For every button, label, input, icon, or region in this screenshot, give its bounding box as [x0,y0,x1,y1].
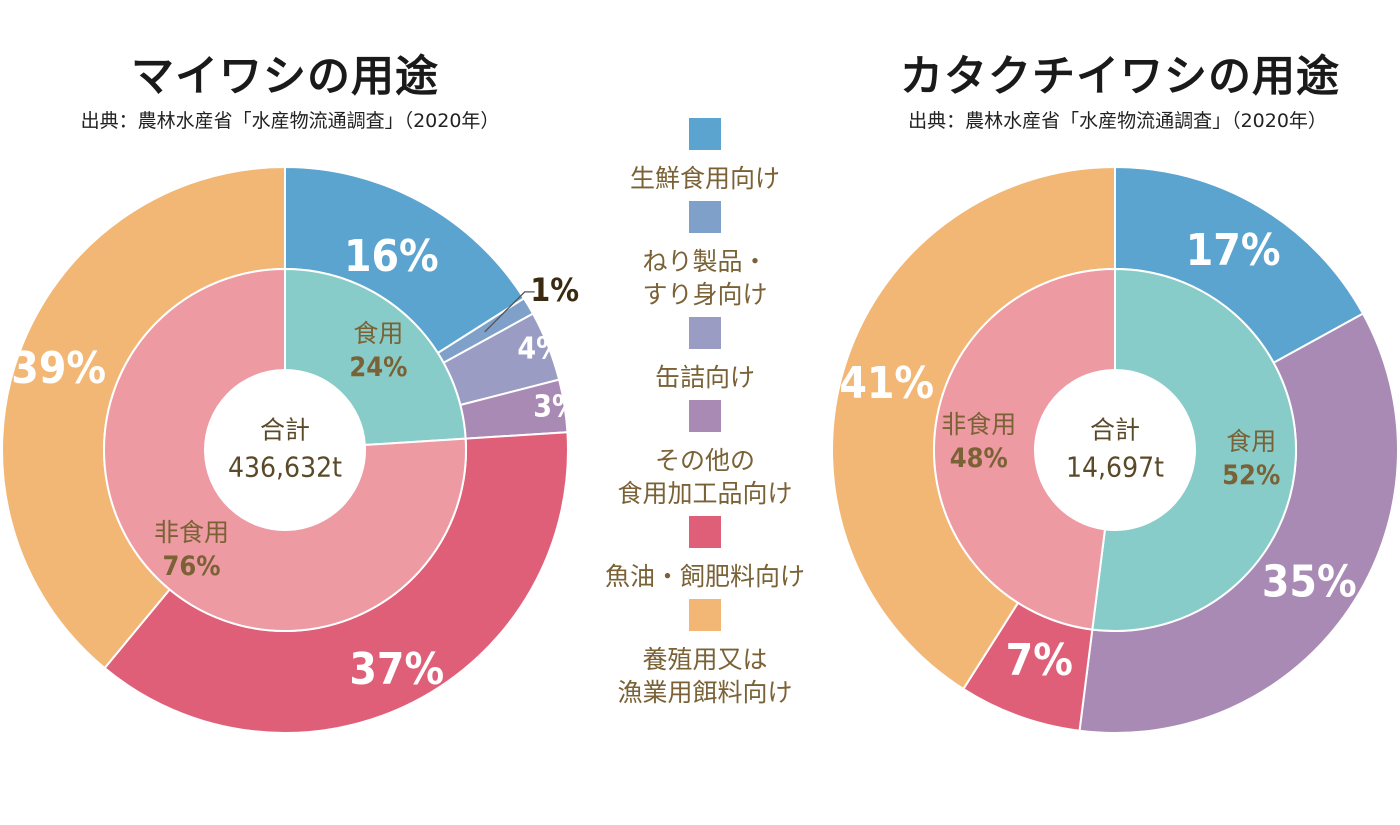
inner-label-1-nonfood_inner: 48% [950,443,1008,474]
legend-item-nerimono: ねり製品・ すり身向け [570,201,840,317]
center-label-top-1: 合計 [1090,416,1140,445]
legend-swatch-other_processed [689,400,721,432]
outer-label-0-fish_oil: 37% [349,644,444,695]
outer-label-0-fresh: 16% [344,231,439,282]
outer-label-1-other_processed: 35% [1262,557,1357,608]
legend-item-fish_oil: 魚油・飼肥料向け [570,516,840,599]
outer-label-1-fresh: 17% [1186,225,1281,276]
legend-label-canned: 缶詰向け [654,363,755,392]
legend-label-aquaculture: 養殖用又は 漁業用餌料向け [617,645,793,707]
center-hole-0 [205,370,365,530]
legend-swatch-nerimono [689,201,721,233]
legend-item-aquaculture: 養殖用又は 漁業用餌料向け [570,599,840,715]
legend-label-nerimono: ねり製品・ すり身向け [642,247,768,309]
outer-label-0-other_processed: 3% [533,390,579,425]
callout-line-0-nerimono [484,291,535,333]
legend-swatch-fresh [689,118,721,150]
inner-name-1-nonfood_inner: 非食用 [941,410,1016,439]
legend-label-fresh: 生鮮食用向け [629,164,780,193]
center-hole-1 [1035,370,1195,530]
legend-label-other_processed: その他の 食用加工品向け [617,446,793,508]
legend-label-fish_oil: 魚油・飼肥料向け [604,562,805,591]
inner-label-1-food_inner: 52% [1222,460,1280,491]
outer-label-1-aquaculture: 41% [839,358,934,409]
inner-label-0-food_inner: 24% [349,352,407,383]
inner-label-0-nonfood_inner: 76% [162,551,220,582]
inner-name-1-food_inner: 食用 [1226,427,1276,456]
inner-name-0-nonfood_inner: 非食用 [154,518,229,547]
center-label-total-1: 14,697t [1066,451,1164,484]
legend-item-canned: 缶詰向け [570,317,840,400]
legend-item-other_processed: その他の 食用加工品向け [570,400,840,516]
outer-label-0-canned: 4% [517,331,563,366]
outer-label-1-fish_oil: 7% [1006,635,1073,686]
legend-item-fresh: 生鮮食用向け [570,118,840,201]
chart-source-right: 出典：農林水産省「水産物流通調査」（2020年） [908,110,1327,132]
inner-name-0-food_inner: 食用 [353,319,403,348]
legend: 生鮮食用向けねり製品・ すり身向け缶詰向けその他の 食用加工品向け魚油・飼肥料向… [570,118,840,715]
center-label-top-0: 合計 [260,416,310,445]
chart-title-right: カタクチイワシの用途 [900,52,1340,102]
center-label-total-0: 436,632t [228,451,342,484]
chart-title-left: マイワシの用途 [131,52,439,102]
outer-label-0-nerimono: 1% [530,271,579,309]
legend-swatch-canned [689,317,721,349]
legend-swatch-aquaculture [689,599,721,631]
outer-label-0-aquaculture: 39% [11,343,106,394]
legend-swatch-fish_oil [689,516,721,548]
chart-source-left: 出典：農林水産省「水産物流通調査」（2020年） [80,110,500,132]
